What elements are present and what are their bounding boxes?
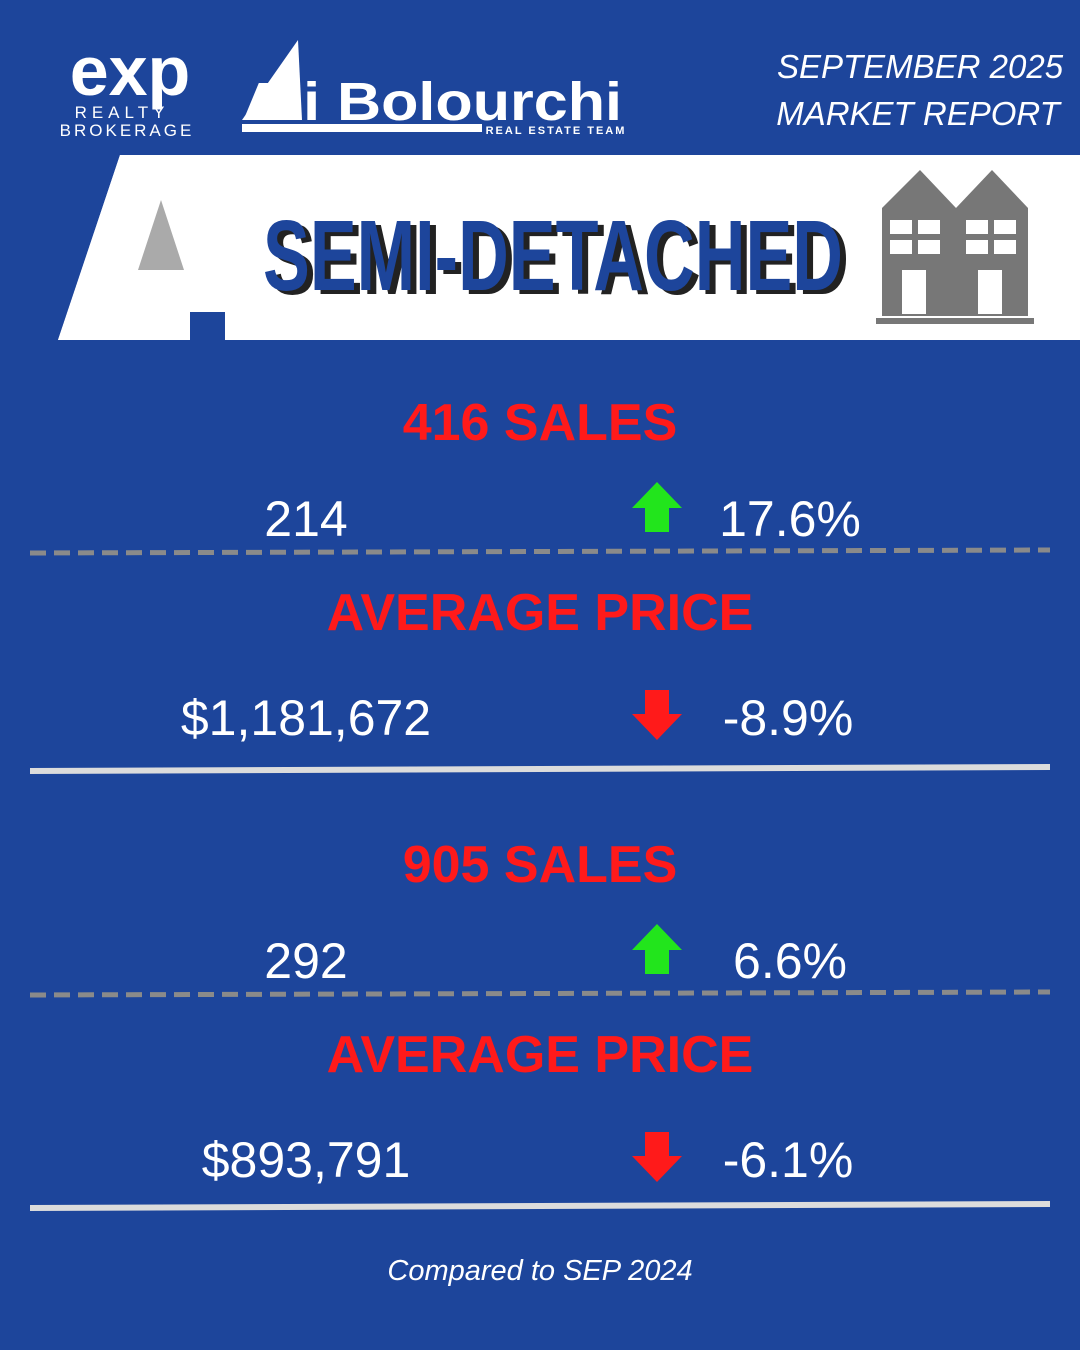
banner-title-shadow: SEMI-DETACHED (269, 204, 849, 316)
arrow-down (632, 690, 682, 740)
price-change: -6.1% (723, 1132, 854, 1188)
sales-change: 6.6% (733, 933, 847, 989)
banner-title: SEMI-DETACHED (263, 200, 843, 312)
report-month: SEPTEMBER 2025 (777, 48, 1064, 85)
dashed-divider (29, 547, 1051, 556)
price-title: AVERAGE PRICE (327, 584, 754, 642)
team-logo: Ali Bolourchi (242, 72, 622, 132)
price-change: -8.9% (723, 690, 854, 746)
sales-value: 214 (264, 491, 347, 547)
divider (29, 1201, 1051, 1211)
house-windows (890, 220, 1016, 314)
team-tagline: REAL ESTATE TEAM (486, 125, 627, 137)
arrow-down (632, 1132, 682, 1182)
brokerage-line: REALTY (75, 103, 170, 122)
sales-change: 17.6% (719, 491, 861, 547)
banner-a-gap (190, 312, 225, 340)
price-title: AVERAGE PRICE (327, 1026, 754, 1084)
sales-title: 905 SALES (403, 836, 678, 894)
sales-title: 416 SALES (403, 394, 678, 452)
banner-a-notch (138, 200, 184, 270)
banner-a (58, 155, 190, 340)
price-value: $1,181,672 (181, 690, 431, 746)
price-value: $893,791 (202, 1132, 411, 1188)
footer-note: Compared to SEP 2024 (387, 1255, 692, 1287)
banner (58, 155, 1080, 340)
arrow-up (632, 924, 682, 974)
sales-value: 292 (264, 933, 347, 989)
team-logo-mark (242, 40, 302, 120)
report-title: MARKET REPORT (776, 95, 1062, 132)
arrow-up (632, 482, 682, 532)
brokerage-line: BROKERAGE (60, 121, 195, 140)
team-logo-bar (242, 124, 482, 132)
dashed-divider (29, 989, 1051, 998)
divider (29, 764, 1051, 774)
brokerage-logo: exp (70, 32, 191, 110)
